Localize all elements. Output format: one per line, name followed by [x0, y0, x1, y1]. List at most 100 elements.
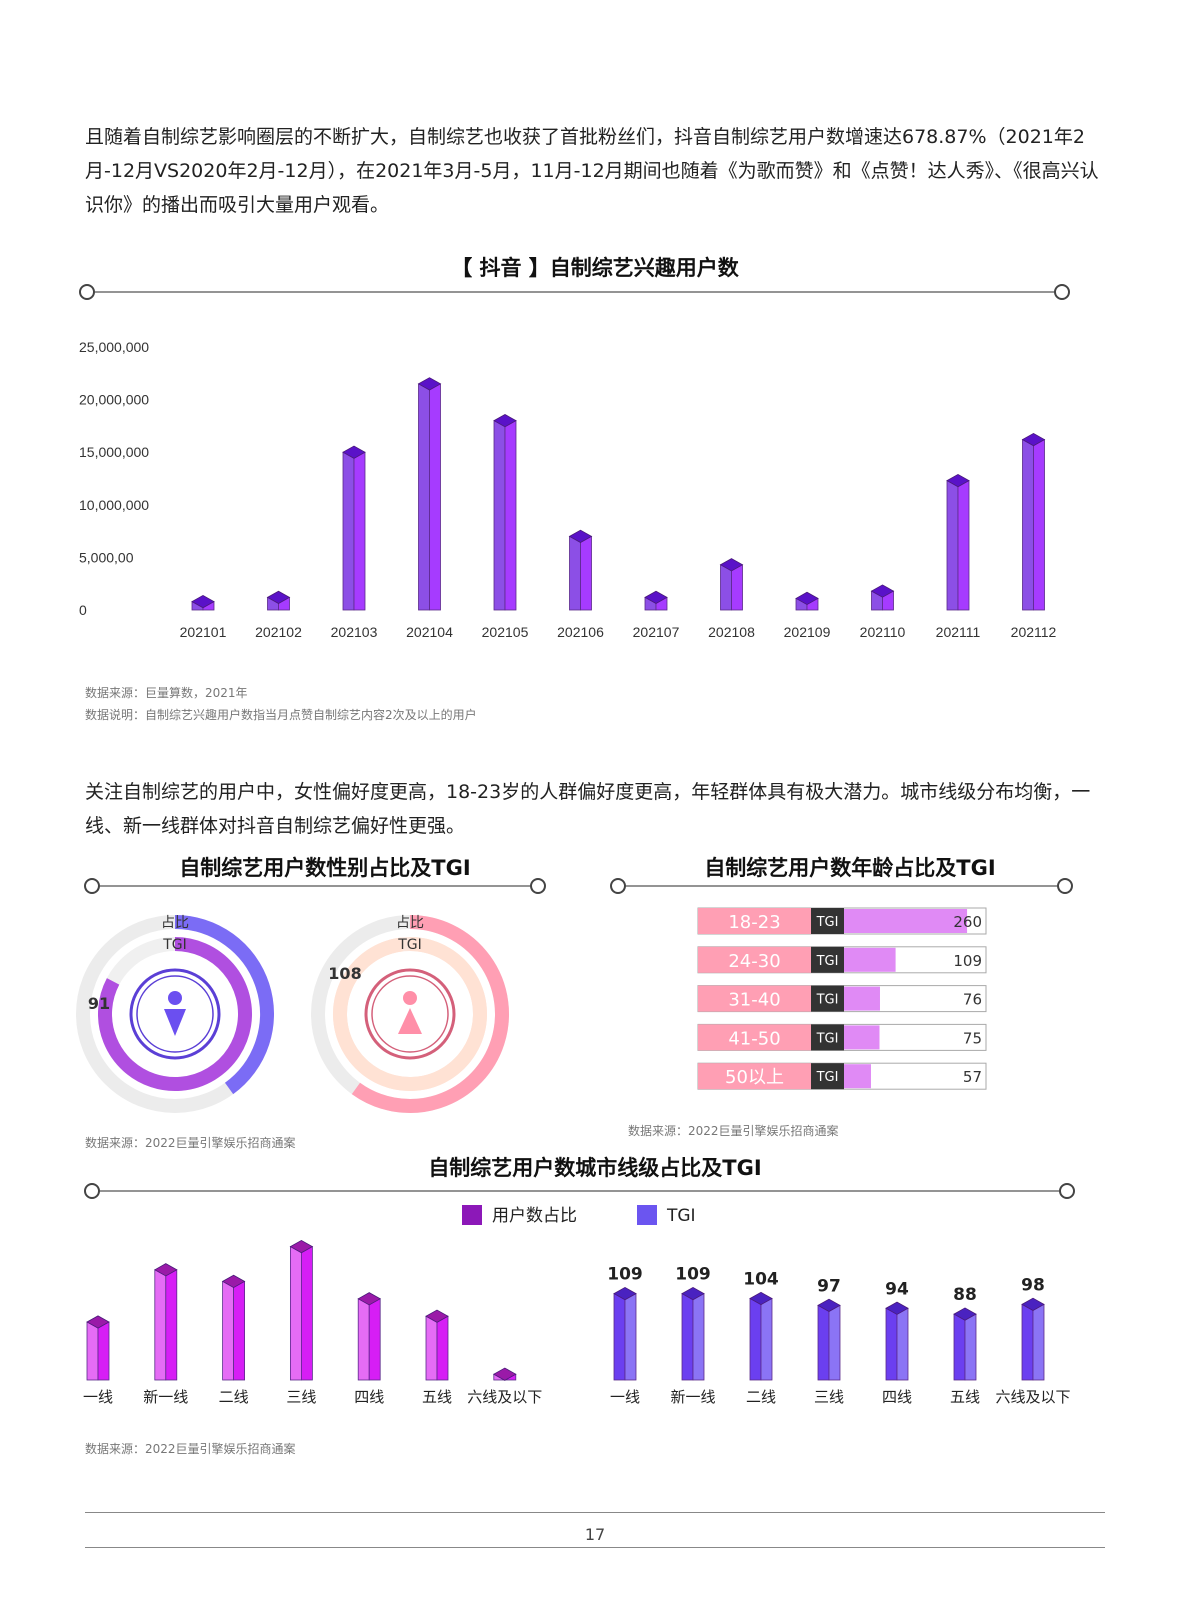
x-tick-label: 202103	[331, 624, 378, 640]
tgi-value-label: 108	[328, 964, 361, 983]
page-number: 17	[584, 1525, 606, 1544]
monthly-bar-top	[417, 377, 442, 391]
tgi-bar-top	[1021, 1297, 1045, 1311]
tgi-bar-left	[953, 1313, 966, 1381]
tgi-bar-value: 88	[953, 1285, 977, 1305]
x-tick-label: 202107	[633, 624, 680, 640]
share-bar-right	[300, 1246, 313, 1381]
age-tgi-bar	[844, 947, 896, 972]
tgi-bar-value: 97	[817, 1276, 841, 1296]
share-bar-right	[368, 1298, 381, 1381]
legend-share-label: 用户数占比	[492, 1206, 577, 1226]
tgi-bar-left	[817, 1304, 830, 1381]
tgi-tag-bg	[811, 1024, 844, 1051]
monthly-bar-top	[342, 445, 366, 459]
gender-chart-title: 自制综艺用户数性别占比及TGI	[179, 856, 471, 880]
tgi-tag-bg	[811, 946, 844, 973]
share-bar-left	[425, 1315, 438, 1381]
city-tier-label: 五线	[950, 1388, 980, 1406]
share-bar-left	[86, 1321, 99, 1381]
tgi-bar-left	[1021, 1303, 1034, 1381]
monthly-bar-top	[946, 473, 970, 488]
age-label-bg	[698, 985, 811, 1012]
x-tick-label: 202104	[406, 624, 453, 640]
city-tier-label: 四线	[882, 1388, 912, 1406]
age-timeline-end-dot	[1057, 878, 1073, 894]
city-tier-label: 五线	[422, 1388, 452, 1406]
city-timeline-end-dot	[1059, 1183, 1075, 1199]
share-bar-right	[436, 1315, 449, 1381]
tgi-tag-bg	[811, 1063, 844, 1090]
y-tick-label: 15,000,000	[79, 444, 149, 460]
x-tick-label: 202112	[1011, 624, 1057, 640]
x-tick-label: 202109	[784, 624, 831, 640]
x-tick-label: 202111	[936, 624, 981, 640]
city-tier-label: 六线及以下	[995, 1388, 1070, 1406]
x-tick-label: 202102	[255, 624, 302, 640]
age-label-bg	[698, 946, 811, 973]
city-tier-label: 一线	[610, 1388, 640, 1406]
tgi-tag: TGI	[816, 915, 839, 930]
age-timeline-start-dot	[610, 878, 626, 894]
age-tgi-value: 57	[963, 1068, 982, 1086]
share-ring-label: 占比	[161, 915, 189, 931]
monthly-chart-title: 【 抖音 】自制综艺兴趣用户数	[451, 256, 739, 280]
monthly-timeline-start-dot	[79, 284, 95, 300]
monthly-timeline-end-dot	[1054, 284, 1070, 300]
tgi-bar-left	[681, 1293, 694, 1381]
tgi-bar-value: 109	[675, 1265, 711, 1285]
x-tick-label: 202106	[557, 624, 604, 640]
age-label-bg	[698, 1024, 811, 1051]
monthly-bar-top	[266, 590, 291, 604]
tgi-bar-left	[749, 1298, 762, 1381]
x-tick-label: 202108	[708, 624, 755, 640]
city-source-note: 数据来源：2022巨量引擎娱乐招商通案	[85, 1442, 296, 1456]
monthly-bar-top	[870, 584, 895, 598]
tgi-bar-right	[828, 1304, 841, 1381]
city-tier-label: 新一线	[143, 1388, 188, 1406]
city-tier-label: 二线	[746, 1388, 776, 1406]
legend-share-swatch	[462, 1205, 482, 1225]
share-ring-label: 占比	[396, 915, 424, 931]
city-tier-label: 三线	[814, 1388, 844, 1406]
y-tick-label: 10,000,000	[79, 497, 149, 513]
share-bar-top	[153, 1263, 178, 1277]
age-category-label: 18-23	[728, 912, 780, 933]
tgi-bar-left	[885, 1307, 898, 1381]
tgi-bar-top	[613, 1286, 637, 1301]
age-category-label: 50以上	[725, 1067, 784, 1088]
tgi-bar-right	[964, 1313, 977, 1381]
city-tier-label: 三线	[286, 1388, 316, 1406]
tgi-bar-value: 98	[1021, 1275, 1045, 1295]
share-bar-left	[289, 1246, 302, 1381]
share-bar-top	[86, 1315, 110, 1329]
gender-source-note: 数据来源：2022巨量引擎娱乐招商通案	[85, 1136, 296, 1150]
share-bar-left	[222, 1281, 235, 1381]
age-tgi-value: 260	[953, 913, 982, 931]
share-bar-right	[165, 1269, 178, 1381]
y-tick-label: 20,000,000	[79, 392, 149, 408]
tgi-ring-arc	[333, 937, 487, 1091]
monthly-bar-top	[1021, 432, 1046, 447]
female-icon-head	[403, 991, 417, 1005]
age-tgi-value: 75	[963, 1029, 982, 1047]
city-tier-label: 六线及以下	[467, 1388, 542, 1406]
y-tick-label: 0	[79, 602, 87, 618]
city-tier-label: 新一线	[670, 1388, 715, 1406]
tgi-bar-top	[681, 1286, 705, 1301]
female-icon	[398, 1008, 422, 1034]
city-tier-label: 二线	[219, 1388, 249, 1406]
tgi-tag: TGI	[816, 1031, 839, 1046]
age-tgi-value: 76	[963, 991, 982, 1009]
share-bar-top	[289, 1239, 314, 1254]
monthly-bar-top	[644, 590, 668, 604]
monthly-user-chart: 0 5,000,00 10,000,000 15,000,000 20,000,000 2…	[79, 284, 1070, 640]
tgi-bar-right	[624, 1293, 637, 1381]
share-ring-arc	[174, 915, 274, 1095]
age-label-bg	[698, 908, 811, 934]
monthly-bar-top	[719, 558, 744, 572]
tgi-bar-value: 109	[607, 1265, 643, 1285]
tgi-bar-right	[692, 1293, 705, 1381]
monthly-bar-top	[568, 529, 593, 543]
